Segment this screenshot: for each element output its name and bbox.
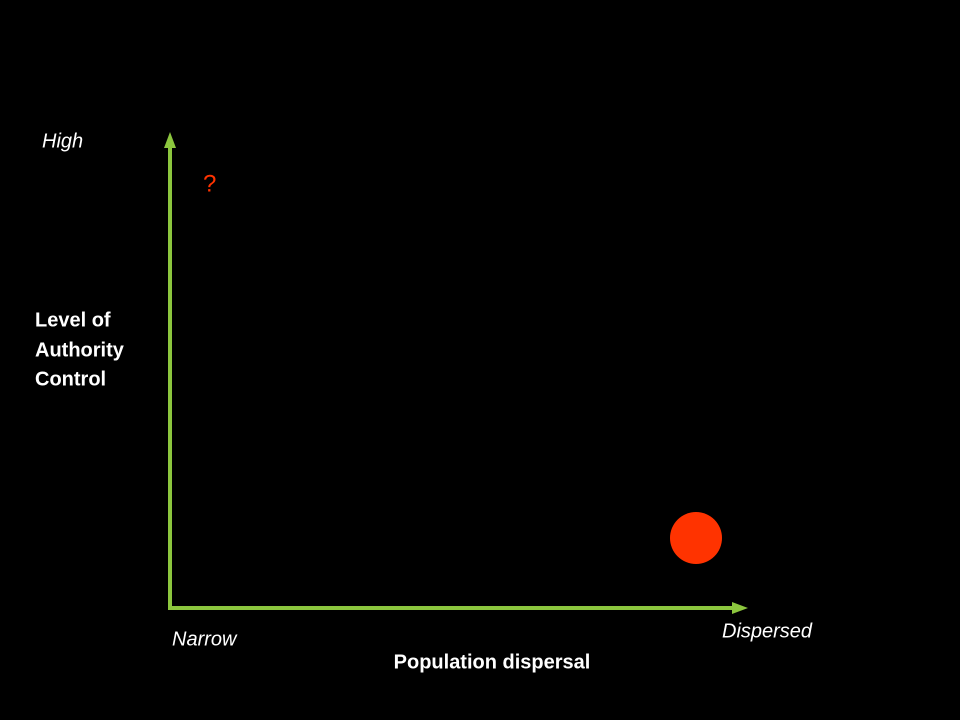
x-axis-arrow [732,602,748,614]
question-mark: ? [203,170,216,197]
red-dot [670,512,722,564]
x-axis-title: Population dispersal [394,651,591,673]
y-axis-title-line: Control [35,368,106,390]
y-axis-title-line: Authority [35,339,125,361]
x-high-label: Dispersed [722,620,813,642]
y-high-label: High [42,130,83,152]
x-low-label: Narrow [172,628,238,650]
y-axis-title-line: Level of [35,309,111,331]
y-axis-arrow [164,132,176,148]
